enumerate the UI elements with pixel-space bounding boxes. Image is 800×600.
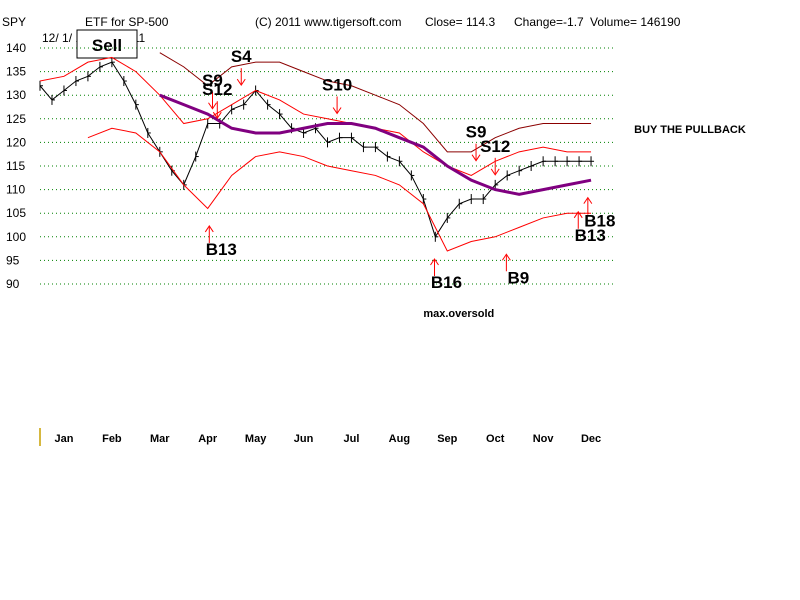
x-tick-label: Jul [344,433,360,445]
x-tick-label: Sep [437,433,457,445]
y-tick-label: 120 [6,135,26,149]
signal-label: B18 [584,212,615,231]
y-tick-label: 140 [6,41,26,55]
close-value: Close= 114.3 [425,15,495,29]
signal-label: B13 [206,240,237,259]
y-tick-label: 110 [6,183,25,197]
chart-title: ETF for SP-500 [85,15,169,29]
chart-annotation: BUY THE PULLBACK [634,124,746,136]
signal-label: S10 [322,75,352,94]
moving-average-line [159,93,592,196]
y-tick-label: 95 [6,253,20,267]
x-tick-label: Jan [54,433,73,445]
signal-marker: S9 [466,123,487,162]
signal-marker: S12 [202,80,232,120]
signal-label: S12 [202,80,232,99]
y-tick-label: 100 [6,230,26,244]
signal-label: B16 [431,273,462,292]
signal-marker: S12 [480,137,510,176]
x-tick-label: Feb [102,433,122,445]
signal-label: S12 [480,137,510,156]
x-tick-label: Nov [533,433,555,445]
ticker-label: SPY [2,15,26,29]
change-value: Change=-1.7 [514,15,584,29]
signal-label: S9 [466,123,487,142]
signal-marker: B18 [583,196,615,231]
signal-marker: B16 [430,258,462,292]
copyright-text: (C) 2011 www.tigersoft.com [255,15,402,29]
upper-band-line [39,56,592,176]
x-tick-label: Oct [486,433,505,445]
chart-annotation: max.oversold [423,308,494,320]
y-tick-label: 135 [6,65,26,79]
sell-box [76,29,138,59]
signal-marker: S4 [231,47,252,87]
price-bar [590,156,595,167]
signal-label: B9 [508,268,530,287]
signal-marker: S9 [202,71,223,110]
y-tick-label: 105 [6,206,26,220]
y-tick-label: 90 [6,277,20,291]
y-tick-label: 115 [6,159,25,173]
signal-label: S9 [202,71,223,90]
x-tick-label: Dec [581,433,601,445]
price-line [39,61,592,238]
signal-label: S4 [231,47,252,66]
volume-value: Volume= 146190 [590,15,681,29]
x-tick-label: Aug [389,433,410,445]
lower-band-line [87,127,592,252]
signal-marker: B9 [501,253,530,287]
signal-label: B13 [575,226,606,245]
x-tick-label: Mar [150,433,170,445]
y-tick-label: 130 [6,88,26,102]
x-tick-label: Jun [294,433,314,445]
signal-marker: B13 [204,225,237,259]
y-tick-label: 125 [6,112,26,126]
x-tick-label: Apr [198,433,218,445]
outer-upper-band-line [159,52,592,153]
sell-box-label: Sell [92,36,122,55]
x-tick-label: May [245,433,267,445]
signal-marker: B13 [573,210,606,245]
signal-marker: S10 [322,75,352,115]
